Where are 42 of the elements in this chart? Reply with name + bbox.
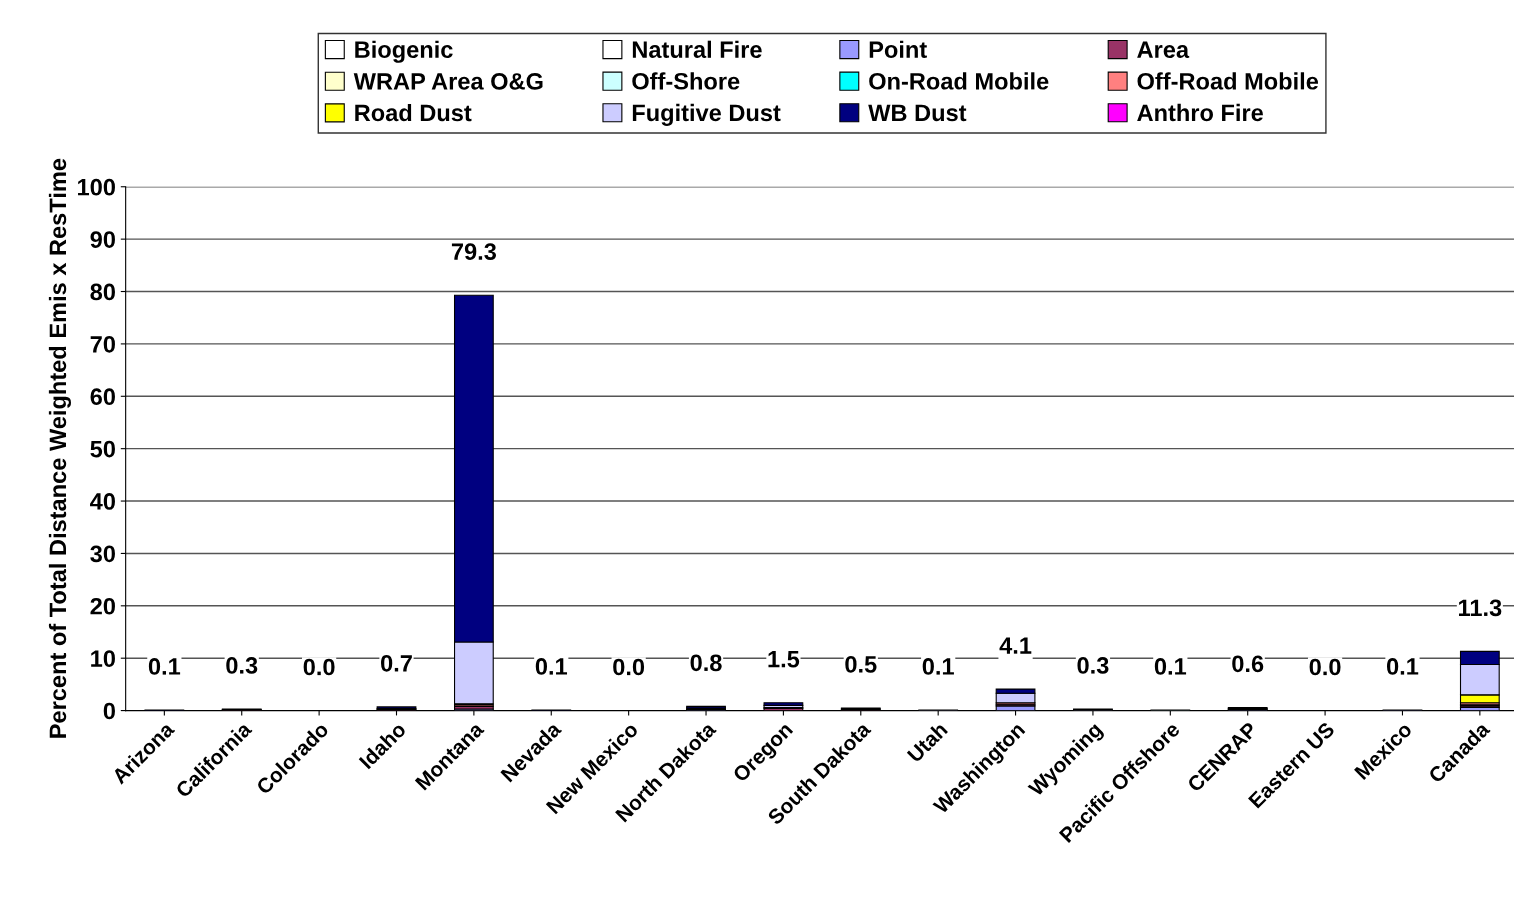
total-label: 1.5 <box>768 651 800 668</box>
total-label: 0.7 <box>381 654 412 672</box>
total-label: 0.1 <box>922 658 954 675</box>
y-tick-label: 0 <box>103 702 115 720</box>
total-label: 0.3 <box>1077 657 1109 674</box>
total-label: 0.8 <box>690 654 722 672</box>
legend-label: Anthro Fire <box>1137 103 1263 122</box>
total-label: 0.1 <box>148 658 181 675</box>
legend-label: WB Dust <box>868 104 967 122</box>
y-tick-label: 40 <box>90 493 115 510</box>
y-tick-label: 10 <box>91 650 115 667</box>
y-tick-label: 20 <box>90 597 115 615</box>
legend-label: Natural Fire <box>632 40 762 59</box>
y-axis-title: Percent of Total Distance Weighted Emis x ResTime <box>48 158 71 738</box>
legend-label: WRAP Area O&G <box>353 72 543 90</box>
legend-label: Off-Road Mobile <box>1137 72 1319 90</box>
y-tick-label: 30 <box>90 545 115 563</box>
y-tick-label: 50 <box>90 440 115 458</box>
legend-label: Point <box>869 40 927 59</box>
total-label: 0.0 <box>1309 658 1341 676</box>
total-label: 0.0 <box>613 658 645 676</box>
total-label: 0.5 <box>845 656 877 673</box>
total-label: 0.1 <box>1154 658 1187 675</box>
y-tick-label: 80 <box>90 283 115 301</box>
legend-label: Fugitive Dust <box>632 103 781 126</box>
legend-label: Off-Shore <box>632 72 740 90</box>
y-tick-label: 100 <box>78 178 115 196</box>
total-label: 0.0 <box>303 658 335 676</box>
total-label: 4.1 <box>999 637 1032 654</box>
legend-label: Road Dust <box>355 103 472 122</box>
legend-label: Biogenic <box>355 40 453 63</box>
total-label: 0.6 <box>1232 655 1264 673</box>
legend-label: Area <box>1137 41 1190 59</box>
y-tick-label: 70 <box>90 335 115 353</box>
total-label: 79.3 <box>451 243 497 260</box>
y-tick-label: 60 <box>90 388 115 406</box>
total-label: 0.1 <box>535 658 568 675</box>
y-tick-label: 90 <box>90 231 115 248</box>
total-label: 0.1 <box>1386 658 1419 675</box>
legend-label: On-Road Mobile <box>869 72 1049 90</box>
total-label: 0.3 <box>226 657 258 674</box>
total-label: 11.3 <box>1459 599 1502 617</box>
